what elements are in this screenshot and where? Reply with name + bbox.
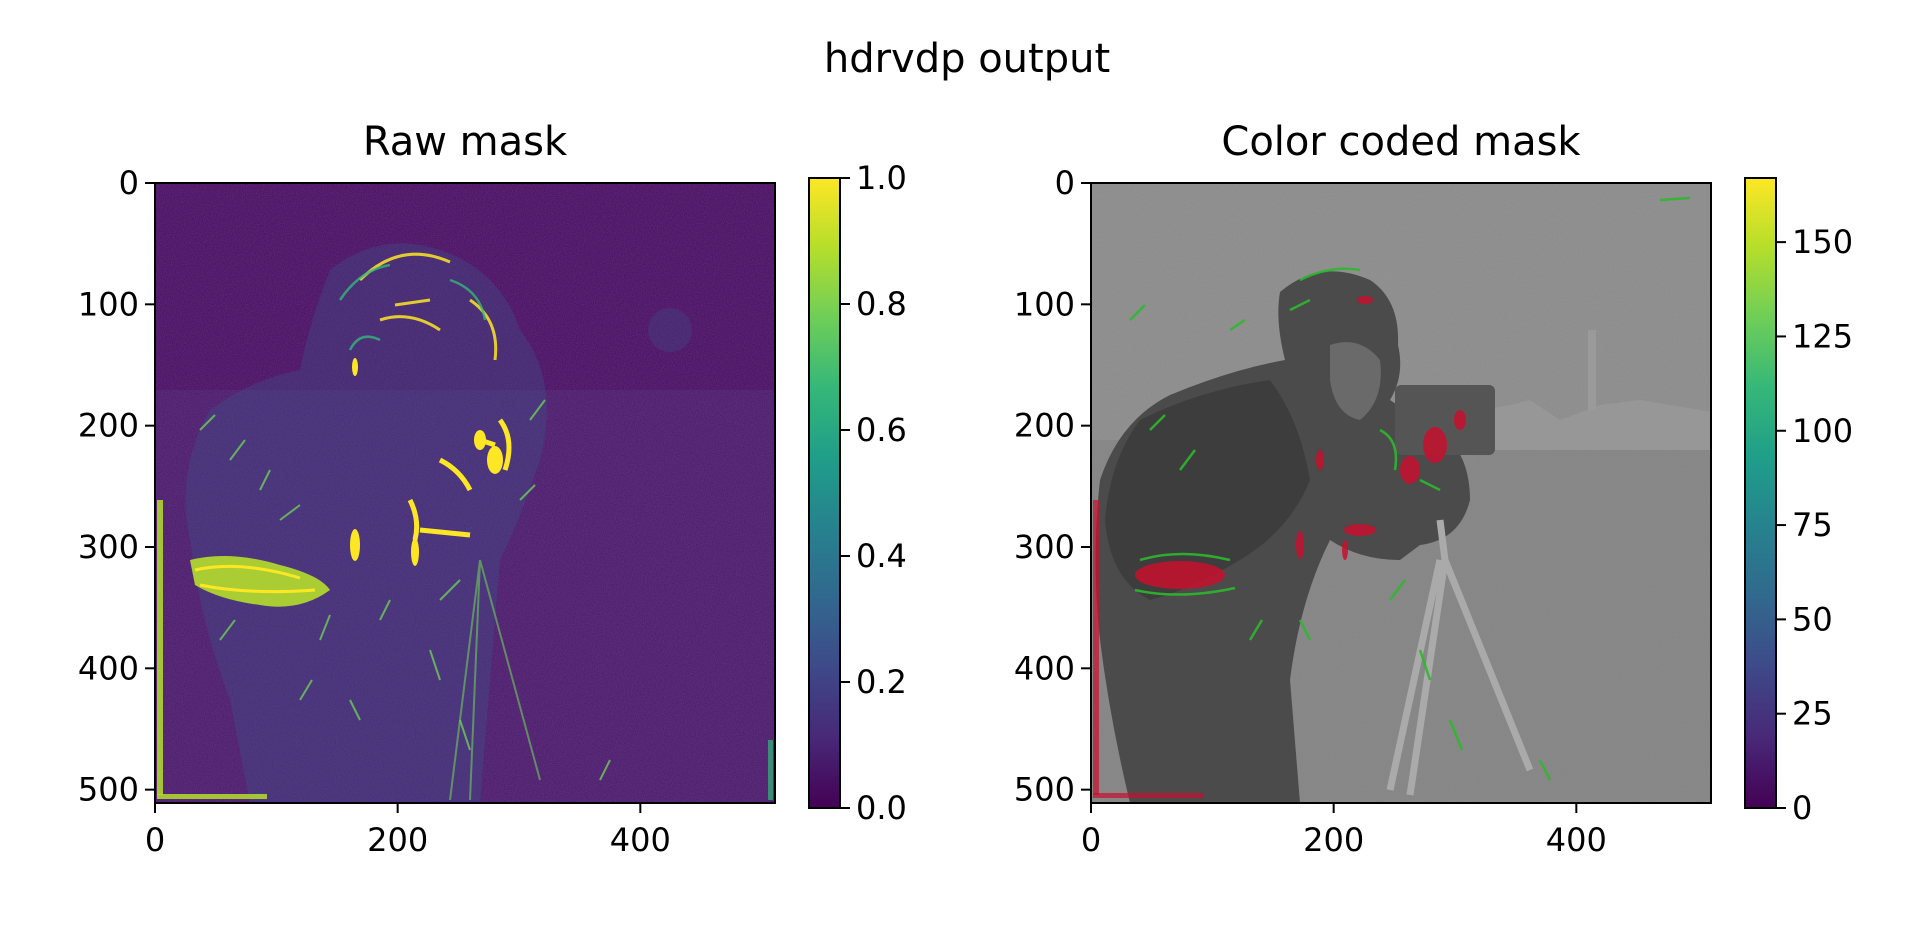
panel-title-raw-mask: Raw mask [363, 119, 568, 165]
color-coded-camera [1395, 385, 1495, 455]
color-coded-green-highlights [1129, 196, 1691, 781]
color-coded-face [1330, 342, 1381, 420]
color-coded-colorbar-ticks: 0 25 50 75 100 125 150 [1776, 223, 1853, 827]
y-tick-label: 200 [1014, 407, 1075, 445]
figure-title: hdrvdp output [824, 36, 1110, 82]
x-tick-label: 200 [1303, 821, 1364, 859]
y-tick-label: 500 [78, 771, 139, 809]
y-tick-label: 100 [1014, 285, 1075, 323]
raw-mask-bright-spot-2 [474, 430, 486, 450]
color-coded-red-highlights [1135, 296, 1466, 589]
y-tick-label: 100 [78, 285, 139, 323]
y-tick-label: 200 [78, 407, 139, 445]
x-tick-label: 0 [145, 821, 165, 859]
colorbar-tick-label: 0.8 [856, 285, 907, 323]
raw-mask-bright-spot-1 [487, 446, 503, 474]
x-tick-label: 200 [367, 821, 428, 859]
color-coded-bottom-edge [1093, 793, 1203, 798]
raw-mask-frame [154, 182, 776, 804]
raw-mask-scattered-strokes [199, 399, 611, 781]
raw-mask-faint-blob [648, 308, 692, 352]
color-coded-left-edge [1093, 500, 1099, 795]
colorbar-tick-label: 1.0 [856, 159, 907, 197]
y-tick-label: 500 [1014, 771, 1075, 809]
x-tick-label: 400 [610, 821, 671, 859]
color-coded-tower [1588, 330, 1596, 410]
color-coded-tripod [1386, 519, 1534, 796]
raw-mask-head-edges-green [338, 263, 487, 351]
raw-mask-bright-spot-5 [352, 358, 358, 376]
raw-mask-bright-spot-3 [350, 529, 360, 561]
y-tick-label: 300 [78, 528, 139, 566]
raw-mask-camera-edges [407, 418, 512, 541]
raw-mask-arm-region [190, 556, 330, 607]
color-coded-axes: 0 200 400 0 100 200 300 400 500 [1014, 164, 1607, 859]
colorbar-tick-label: 25 [1792, 695, 1833, 733]
y-tick-label: 0 [1055, 164, 1075, 202]
raw-mask-right-edge [768, 740, 773, 800]
panel-raw-mask: Raw mask [78, 119, 907, 859]
color-coded-skyline [1480, 400, 1711, 450]
colorbar-tick-label: 0.2 [856, 663, 907, 701]
y-tick-label: 400 [78, 649, 139, 687]
raw-mask-axes: 0 200 400 0 100 200 300 400 500 [78, 164, 671, 859]
raw-mask-tripod [449, 559, 541, 801]
y-tick-label: 400 [1014, 649, 1075, 687]
color-coded-colorbar [1744, 177, 1777, 809]
colorbar-tick-label: 0.6 [856, 411, 907, 449]
colorbar-tick-label: 150 [1792, 223, 1853, 261]
x-tick-label: 400 [1546, 821, 1607, 859]
colorbar-tick-label: 0 [1792, 789, 1812, 827]
colorbar-tick-label: 0.0 [856, 789, 907, 827]
raw-mask-bottom-edge [157, 794, 267, 799]
colorbar-tick-label: 125 [1792, 317, 1853, 355]
y-tick-label: 0 [119, 164, 139, 202]
x-tick-label: 0 [1081, 821, 1101, 859]
color-coded-frame [1090, 182, 1712, 804]
raw-mask-colorbar-ticks: 0.0 0.2 0.4 0.6 0.8 1.0 [840, 159, 907, 827]
colorbar-tick-label: 0.4 [856, 537, 907, 575]
raw-mask-left-edge [157, 500, 163, 795]
raw-mask-image [155, 183, 775, 803]
colorbar-tick-label: 50 [1792, 600, 1833, 638]
y-tick-label: 300 [1014, 528, 1075, 566]
raw-mask-head-edges [358, 252, 498, 361]
raw-mask-bright-spot-4 [411, 538, 419, 566]
raw-mask-arm-edges [194, 564, 316, 594]
raw-mask-figure-haze [185, 243, 547, 803]
color-coded-coat [1105, 380, 1310, 600]
raw-mask-colorbar [808, 177, 841, 809]
colorbar-tick-label: 75 [1792, 506, 1833, 544]
colorbar-tick-label: 100 [1792, 412, 1853, 450]
panel-title-color-coded-mask: Color coded mask [1221, 119, 1581, 165]
panel-color-coded-mask: Color coded mask [1014, 119, 1853, 859]
color-coded-image [1091, 183, 1711, 803]
